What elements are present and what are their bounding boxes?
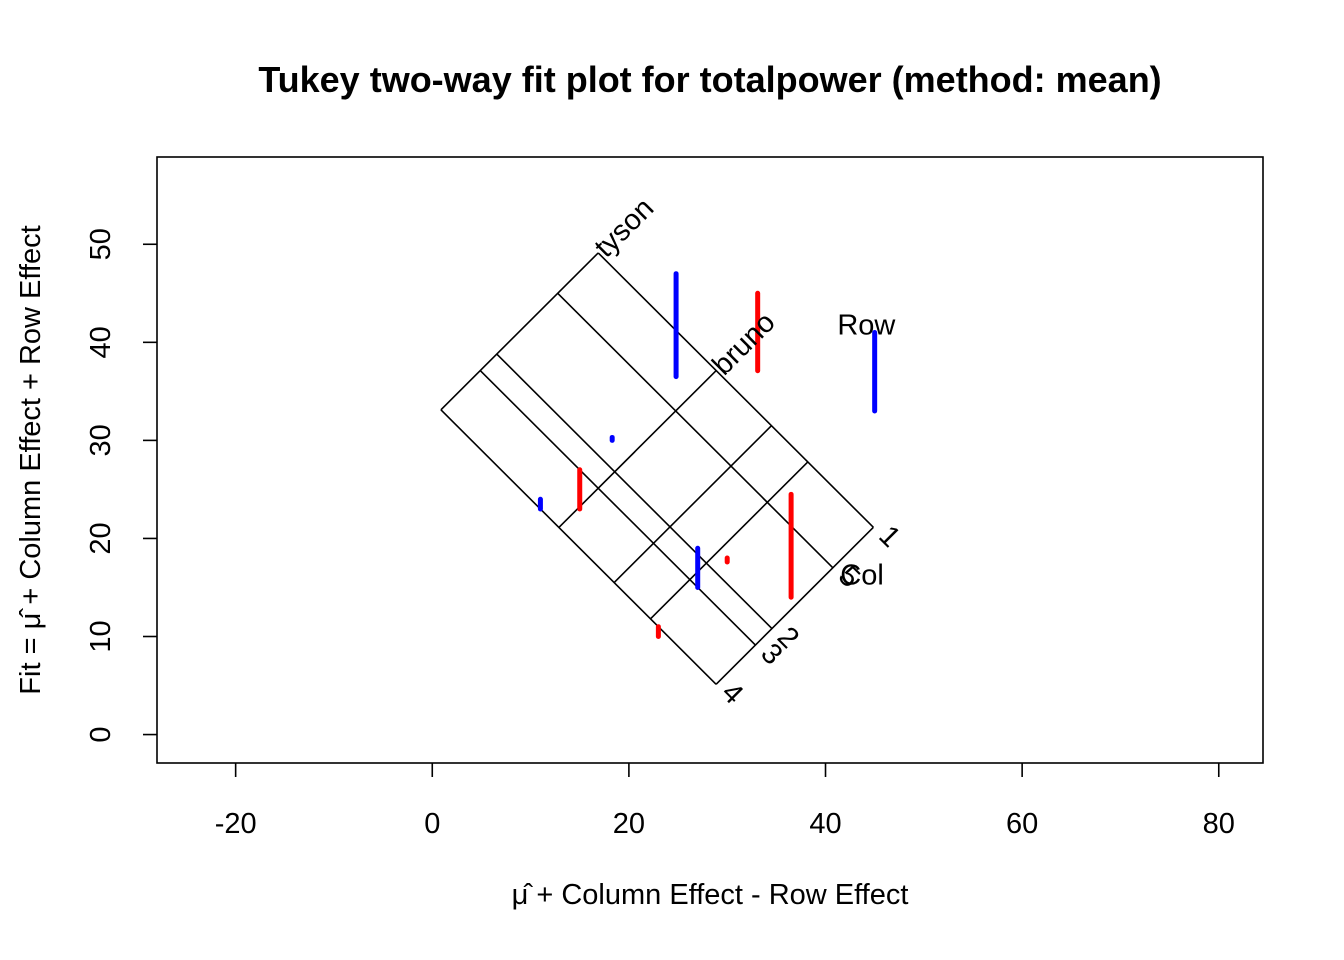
column-label: 3 [754, 637, 788, 671]
row-effect-line [558, 370, 717, 529]
y-tick-label: 10 [85, 620, 117, 652]
y-tick-label: 50 [85, 228, 117, 260]
column-effect-line [440, 409, 717, 685]
y-axis: 0 10 20 30 40 50 [85, 228, 157, 743]
column-effect-line [496, 353, 773, 630]
column-label: 4 [715, 677, 749, 711]
row-group-label: Row [837, 309, 896, 341]
row-label: bruno [707, 306, 782, 381]
x-axis-label: μ̂ + Column Effect - Row Effect [512, 879, 909, 911]
chart-title: Tukey two-way fit plot for totalpower (m… [258, 59, 1161, 100]
y-axis-label: Fit = μ̂ + Column Effect + Row Effect [15, 225, 47, 694]
column-effect-line [479, 370, 756, 646]
x-axis: -20 0 20 40 60 80 [215, 763, 1235, 840]
y-tick-label: 0 [85, 726, 117, 742]
y-tick-label: 20 [85, 522, 117, 554]
y-tick-label: 40 [85, 326, 117, 358]
x-tick-label: 80 [1203, 808, 1235, 840]
x-tick-label: 60 [1006, 808, 1038, 840]
row-effect-line [613, 425, 773, 584]
x-tick-label: -20 [215, 808, 257, 840]
column-effect-line [597, 252, 874, 528]
row-label: tyson [589, 192, 661, 264]
row-effect-line [715, 526, 874, 685]
x-tick-label: 40 [809, 808, 841, 840]
col-group-label: Col [840, 560, 884, 592]
plot-frame [156, 156, 1264, 764]
row-effect-line [649, 461, 809, 620]
row-effect-line [440, 252, 599, 411]
x-tick-label: 20 [613, 808, 645, 840]
x-tick-label: 0 [424, 808, 440, 840]
y-tick-label: 30 [85, 424, 117, 456]
column-label: 1 [872, 520, 906, 554]
column-effect-line [557, 292, 834, 569]
